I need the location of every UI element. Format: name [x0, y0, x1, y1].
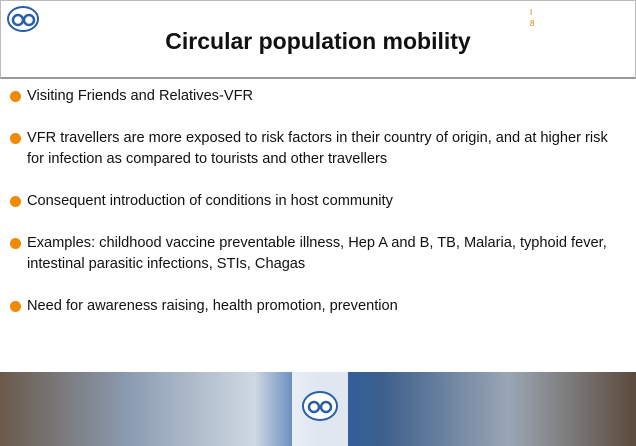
bullet: Need for awareness raising, health promo… — [0, 296, 620, 317]
bullet: VFR travellers are more exposed to risk … — [0, 128, 620, 170]
slide-title: Circular population mobility — [0, 28, 636, 55]
bullet-list: Visiting Friends and Relatives-VFR VFR tr… — [0, 86, 620, 338]
bullet: Visiting Friends and Relatives-VFR — [0, 86, 620, 107]
bullet: Examples: childhood vaccine preventable … — [0, 233, 620, 275]
photo-strip — [0, 372, 636, 446]
bullet: Consequent introduction of conditions in… — [0, 191, 620, 212]
slide-number: I — [530, 8, 532, 17]
slide: Circular population mobility I 8 Visitin… — [0, 0, 636, 446]
slide-number: 8 — [530, 19, 534, 28]
